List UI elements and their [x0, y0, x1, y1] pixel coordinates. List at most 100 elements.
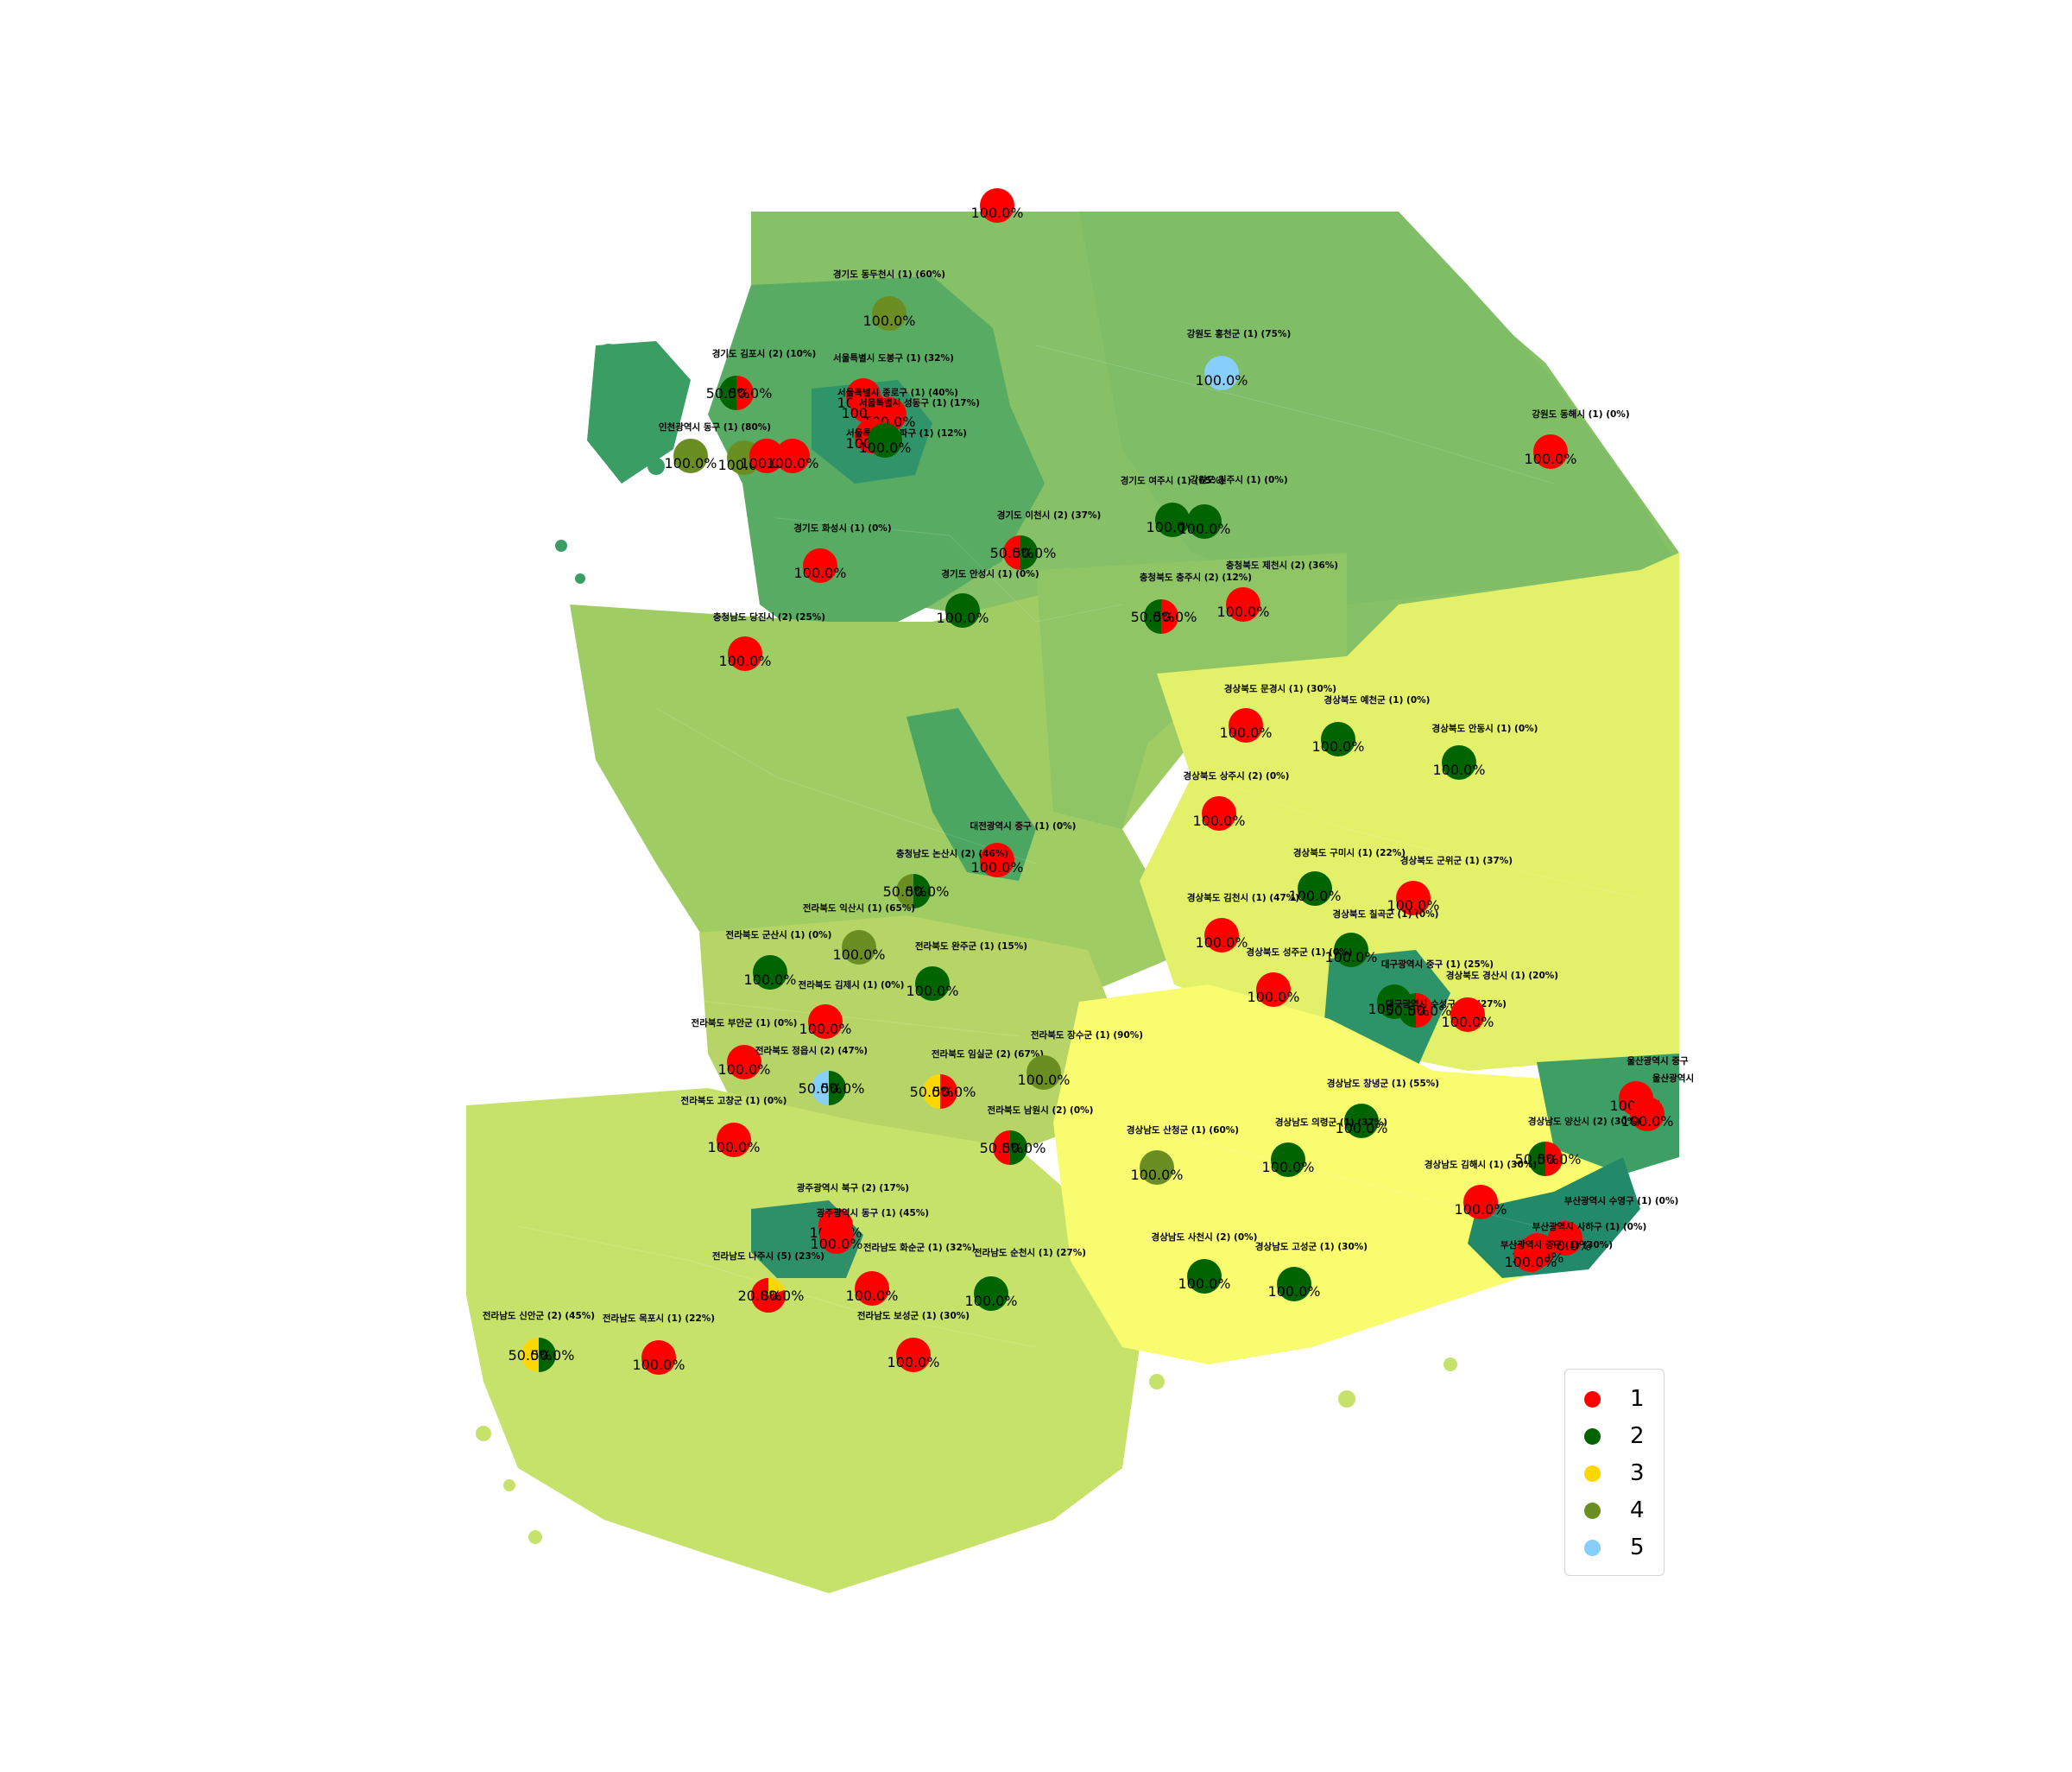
pie-marker: 100.0% 경상북도 예천군 (1) (0%) — [1311, 694, 1430, 756]
pie-slice — [1334, 933, 1368, 967]
pie-pct-label: 100.0% — [1620, 1113, 1673, 1130]
pie-pct-label: 50.0% — [990, 545, 1034, 561]
pie-pct-label: 100.0% — [906, 983, 958, 999]
pie-slice — [775, 439, 810, 473]
pie-slice — [913, 874, 931, 908]
pie-marker: 100.0% 경기도 동두천시 (1) (60%) — [833, 269, 945, 331]
pie-slice — [1399, 993, 1416, 1028]
pie-pct-label: 100.0% — [862, 313, 915, 329]
pie-marker: 100.0% 부산광역시 중구 (1) (30%) — [1500, 1237, 1613, 1272]
region-label: 전라북도 김제시 (1) (0%) — [799, 979, 905, 990]
pie-slice — [855, 1271, 889, 1306]
pie-marker: 100.0% 대전광역시 중구 (1) (0%) — [970, 820, 1076, 877]
pie-slice — [751, 1278, 786, 1313]
region-label: 전라북도 남원시 (2) (0%) — [988, 1104, 1094, 1116]
pie-marker: 100.0% — [766, 439, 819, 473]
pie-pct-label: 100.0% — [1324, 949, 1377, 965]
region-label: 경상북도 예천군 (1) (0%) — [1324, 694, 1431, 706]
pie-marker: 100.0% 경상북도 칠곡군 (1) (0%) — [1324, 908, 1438, 967]
pie-slice — [749, 439, 784, 473]
region-label: 울산광역시 중구 — [1627, 1055, 1689, 1066]
pie-pct-label: 100.0% — [858, 440, 911, 456]
pie-pct-label: 50.0% — [1131, 609, 1175, 625]
pie-pct-label: 100.0% — [799, 1021, 851, 1037]
region-label: 경상남도 사천시 (2) (0%) — [1152, 1231, 1258, 1243]
pie-slice — [768, 1278, 786, 1295]
region-label: 경상북도 칠곡군 (1) (0%) — [1333, 908, 1439, 920]
pie-slice — [829, 1071, 846, 1105]
pie-marker: 100.0% 광주광역시 동구 (1) (45%) — [810, 1207, 929, 1254]
region-label: 전라남도 목포시 (1) (22%) — [603, 1313, 715, 1324]
region-label: 경상남도 고성군 (1) (30%) — [1255, 1241, 1368, 1252]
pie-marker: 50.0%50.0% 충청남도 논산시 (2) (46%) — [883, 848, 1008, 908]
pie-marker: 100.0% 전라북도 부안군 (1) (0%) — [692, 1017, 797, 1079]
pie-pct-label: 100.0% — [1219, 725, 1272, 741]
region-label: 전라북도 익산시 (1) (65%) — [803, 902, 915, 914]
region-label: 경기도 이천시 (2) (37%) — [997, 509, 1102, 521]
pie-slice — [1630, 1097, 1665, 1131]
pie-pct-label: 100.0% — [707, 1139, 760, 1155]
pie-slice — [719, 376, 736, 410]
region-label: 전라북도 장수군 (1) (90%) — [1031, 1029, 1143, 1041]
pie-slice — [1528, 1142, 1545, 1176]
pie-slice — [1548, 1221, 1582, 1256]
pie-marker: 100.0% 경기도 화성시 (1) (0%) — [793, 522, 892, 583]
pie-pct-label: 100.0% — [1504, 1254, 1557, 1270]
pie-marker: 100.0% 전라북도 고창군 (1) (0%) — [681, 1095, 786, 1157]
pie-slice — [736, 376, 754, 410]
pie-marker: 100.0% 전라남도 순천시 (1) (27%) — [964, 1247, 1086, 1311]
pie-slice — [753, 955, 787, 990]
region-label: 경기도 김포시 (2) (10%) — [712, 348, 817, 359]
pie-marker: 50.0%50.0% 전라북도 정읍시 (2) (47%) — [755, 1045, 868, 1105]
pie-marker: 20.0%80.0% 전라남도 나주시 (5) (23%) — [712, 1250, 824, 1313]
region-label: 경기도 화성시 (1) (0%) — [793, 522, 891, 534]
region-gangwon-east — [1079, 212, 1679, 604]
region-label: 부산광역시 수영구 (1) (0%) — [1564, 1195, 1679, 1206]
pie-marker: 50.0%50.0% 충청북도 충주시 (2) (12%) — [1131, 572, 1252, 634]
region-label: 서울특별시 도봉구 (1) (32%) — [833, 352, 954, 364]
pie-pct-label: 100.0% — [1288, 888, 1341, 904]
pie-slice — [1229, 708, 1263, 743]
pie-marker: 100.0% 전라남도 화순군 (1) (32%) — [845, 1242, 976, 1306]
pie-pct-label: 100.0% — [970, 859, 1023, 876]
pie-slice — [728, 636, 762, 671]
pie-slice — [872, 296, 906, 331]
pie-pct-label: 100.0% — [718, 653, 771, 669]
islands-south — [476, 1357, 1457, 1544]
legend-marker — [1584, 1427, 1601, 1445]
pie-pct-label: 100.0% — [1247, 989, 1299, 1005]
pie-pct-label: 50.0% — [509, 1347, 553, 1364]
pie-slice — [1187, 504, 1222, 539]
legend-marker — [1584, 1539, 1601, 1556]
region-label: 경상남도 양산시 (2) (30%) — [1528, 1116, 1640, 1127]
pie-marker: 100.0% 경상남도 산청군 (1) (60%) — [1127, 1124, 1239, 1185]
pie-marker: 100.0% 전라북도 완주군 (1) (15%) — [906, 940, 1027, 1001]
region-label: 전라남도 신안군 (2) (45%) — [483, 1310, 595, 1321]
pie-slice — [673, 439, 708, 473]
pie-slice — [940, 1074, 957, 1109]
pie-pct-label: 100.0% — [1432, 762, 1485, 778]
pie-pct-label: 100.0% — [970, 205, 1023, 221]
pie-pct-label: 100.0% — [1441, 1014, 1494, 1030]
region-label: 충청남도 논산시 (2) (46%) — [896, 848, 1008, 859]
region-label: 경상북도 안동시 (1) (0%) — [1432, 723, 1538, 734]
pie-pct-label: 50.0% — [932, 1084, 976, 1100]
pie-pct-label: 100.0% — [832, 946, 885, 963]
pie-pct-label: 100.0% — [1130, 1167, 1183, 1183]
region-incheon-west — [587, 341, 691, 484]
region-label: 강원도 원주시 (1) (0%) — [1190, 474, 1287, 485]
pie-slice — [1144, 599, 1161, 634]
islands — [555, 344, 665, 584]
region-label: 전라남도 보성군 (1) (30%) — [857, 1310, 970, 1321]
pie-slice — [1226, 587, 1260, 622]
region-label: 부산광역시 사하구 (1) (0%) — [1532, 1221, 1647, 1232]
region-label: 광주광역시 북구 (2) (17%) — [797, 1182, 909, 1193]
pie-marker: 100.0% 경상북도 안동시 (1) (0%) — [1432, 723, 1538, 780]
pie-pct-label: 100.0% — [1454, 1201, 1507, 1218]
region-jeonbuk — [699, 915, 1122, 1157]
pie-slice — [980, 843, 1014, 877]
region-label: 부산광역시 중구 (1) (30%) — [1500, 1239, 1613, 1250]
region-label: 충청북도 제천시 (2) (36%) — [1226, 560, 1338, 571]
pie-marker: 100.0% 경상남도 고성군 (1) (30%) — [1255, 1241, 1368, 1301]
